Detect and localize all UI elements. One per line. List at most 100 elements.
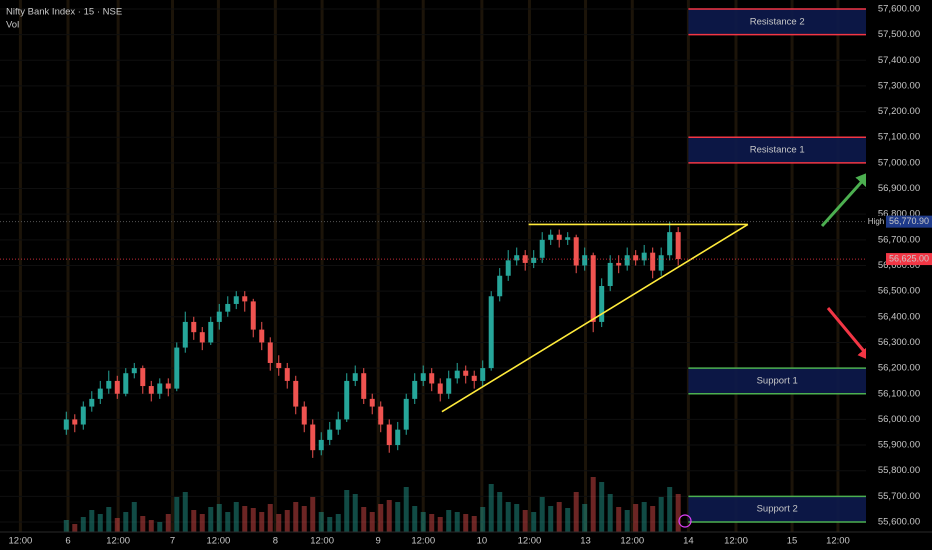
- volume-bar: [624, 510, 630, 532]
- volume-layer: [63, 477, 681, 532]
- volume-bar: [565, 508, 571, 532]
- y-tick-label: 56,700.00: [878, 234, 920, 245]
- candle-body: [344, 380, 350, 420]
- volume-bar: [412, 506, 418, 532]
- candle-body: [675, 232, 681, 260]
- candle-body: [318, 439, 324, 451]
- volume-bar: [463, 514, 469, 532]
- candle-body: [369, 398, 375, 407]
- y-tick-label: 55,700.00: [878, 491, 920, 502]
- volume-bar: [174, 497, 180, 532]
- volume-bar: [182, 492, 188, 532]
- volume-bar: [89, 510, 95, 532]
- candle-body: [225, 303, 231, 312]
- volume-bar: [403, 487, 409, 532]
- volume-bar: [335, 514, 341, 532]
- volume-bar: [429, 514, 435, 532]
- volume-bar: [199, 514, 205, 532]
- volume-bar: [131, 502, 137, 532]
- volume-bar: [80, 517, 86, 532]
- volume-bar: [633, 504, 639, 532]
- x-tick-label: 12:00: [724, 536, 748, 547]
- candle-body: [582, 255, 588, 266]
- volume-bar: [658, 497, 664, 532]
- candle-body: [624, 255, 630, 266]
- volume-bar: [539, 497, 545, 532]
- volume-bar: [599, 482, 605, 532]
- candle-body: [208, 321, 214, 343]
- candle-body: [633, 255, 639, 261]
- candle-body: [97, 388, 103, 399]
- candle-body: [548, 234, 554, 240]
- volume-bar: [250, 508, 256, 532]
- volume-bar: [675, 494, 681, 532]
- grid: [0, 0, 866, 532]
- y-tick-label: 56,800.00: [878, 209, 920, 220]
- candle-body: [454, 370, 460, 379]
- x-tick-label: 14: [683, 536, 694, 547]
- candle-body: [72, 419, 78, 425]
- zone-label: Resistance 1: [750, 145, 805, 156]
- candle-body: [565, 237, 571, 240]
- volume-bar: [378, 504, 384, 532]
- candle-body: [616, 262, 622, 266]
- y-tick-label: 55,600.00: [878, 517, 920, 528]
- volume-bar: [531, 512, 537, 532]
- zone-box: [688, 496, 866, 522]
- volume-bar: [327, 517, 333, 532]
- candle-body: [361, 373, 367, 399]
- up-arrow: [820, 171, 872, 228]
- high-tag-name-box: [866, 215, 886, 228]
- high-tag-label: 56,770.90: [889, 216, 929, 226]
- volume-bar: [114, 518, 120, 532]
- high-tag-name: High: [868, 217, 884, 226]
- volume-bar: [106, 507, 112, 532]
- candle-body: [114, 380, 120, 394]
- candle-body: [505, 260, 511, 276]
- x-tick-label: 12:00: [620, 536, 644, 547]
- volume-bar: [310, 497, 316, 532]
- candle-body: [233, 296, 239, 304]
- volume-bar: [276, 514, 282, 532]
- zone-label: Support 1: [757, 375, 798, 386]
- candle-body: [658, 255, 664, 271]
- candle-body: [259, 329, 265, 343]
- volume-bar: [284, 510, 290, 532]
- zone-label: Support 2: [757, 504, 798, 515]
- candle-body: [590, 255, 596, 322]
- candle-body: [250, 301, 256, 330]
- candle-body: [80, 406, 86, 425]
- candle-body: [488, 296, 494, 369]
- y-tick-label: 56,100.00: [878, 388, 920, 399]
- candle-body: [327, 429, 333, 440]
- event-icon[interactable]: [678, 514, 692, 528]
- axes-layer: 12:00 6 12:00 7 12:00 8 12:00 9 12:00 10 12:00 13 12…: [9, 3, 932, 547]
- x-tick-label: 8: [273, 536, 278, 547]
- volume-bar: [259, 512, 265, 532]
- candle-body: [463, 370, 469, 376]
- volume-bar: [242, 506, 248, 532]
- volume-bar: [216, 504, 222, 532]
- zone-box: [688, 8, 866, 35]
- candle-body: [191, 321, 197, 333]
- volume-bar: [165, 514, 171, 532]
- candle-body: [284, 368, 290, 381]
- y-tick-label: 56,200.00: [878, 363, 920, 374]
- candle-body: [157, 383, 163, 394]
- volume-bar: [72, 524, 78, 532]
- y-tick-label: 56,900.00: [878, 183, 920, 194]
- x-tick-label: 15: [787, 536, 798, 547]
- volume-bar: [344, 490, 350, 532]
- y-tick-label: 57,500.00: [878, 29, 920, 40]
- candle-body: [429, 373, 435, 384]
- x-tick-label: 7: [170, 536, 175, 547]
- x-tick-label: 12:00: [826, 536, 850, 547]
- volume-bar: [63, 520, 69, 532]
- volume-bar: [488, 484, 494, 532]
- candle-body: [335, 419, 341, 430]
- candle-body: [573, 237, 579, 266]
- candle-body: [497, 275, 503, 297]
- volume-bar: [369, 512, 375, 532]
- volume-bar: [480, 507, 486, 532]
